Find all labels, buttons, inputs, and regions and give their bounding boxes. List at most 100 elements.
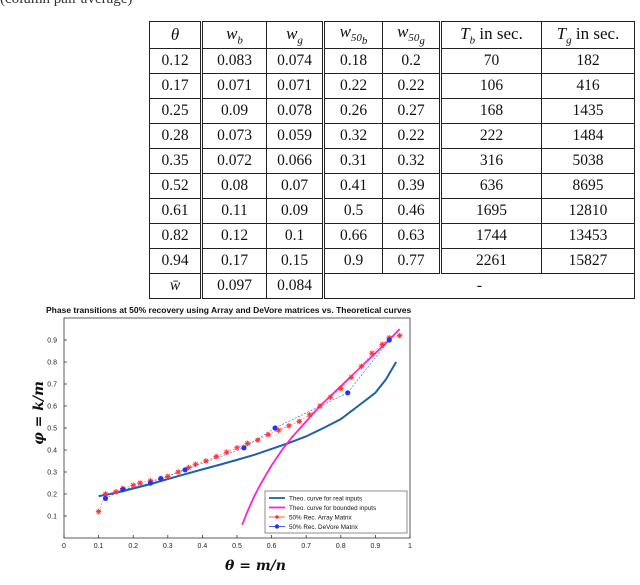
table-cell: 0.32 <box>323 122 383 149</box>
table-cell: 0.25 <box>149 97 203 124</box>
point-array-matrix <box>369 350 375 356</box>
header-tg: Tg in sec. <box>541 21 635 49</box>
y-tick-label: 0.4 <box>47 448 57 455</box>
table-cell: 0.071 <box>201 72 267 99</box>
point-array-matrix <box>338 385 344 392</box>
table-cell: 0.52 <box>149 172 203 199</box>
table-cell: 1484 <box>541 122 635 149</box>
table-cell: 0.17 <box>149 72 203 99</box>
table-row: 0.94 0.17 0.15 0.9 0.77 2261 15827 <box>149 247 635 274</box>
table-cell: 0.11 <box>201 197 267 224</box>
point-array-matrix <box>165 473 171 480</box>
table-cell: 168 <box>440 97 542 124</box>
x-tick-label: 0.8 <box>336 543 346 550</box>
legend-label: Theo. curve for bounded inputs <box>289 505 376 512</box>
point-array-matrix <box>306 412 313 418</box>
table-cell: 182 <box>541 47 635 74</box>
legend-marker <box>275 515 279 519</box>
legend-label: 50% Rec. Array Matrix <box>289 514 352 521</box>
phase-transition-chart: 0 0.1 0.2 0.3 0.4 0.5 0.6 0.7 0.8 0.9 1 0.1 0.2 0.3 0.… <box>47 317 412 550</box>
avg-wg: 0.084 <box>266 272 325 299</box>
avg-rest: - <box>323 272 635 299</box>
point-array-matrix <box>175 469 181 475</box>
point-array-matrix <box>254 437 261 443</box>
table-cell: 1435 <box>541 97 635 124</box>
y-axis-label: φ = k/m <box>30 381 47 445</box>
table-cell: 0.22 <box>323 72 383 99</box>
point-array-matrix <box>296 418 303 425</box>
x-tick-label: 0.1 <box>94 543 104 550</box>
y-tick-label: 0.9 <box>47 338 57 345</box>
x-tick-label: 0.4 <box>198 543 208 550</box>
chart-legend <box>264 490 408 534</box>
y-tick-label: 0.8 <box>47 360 57 367</box>
point-array-matrix <box>213 453 220 460</box>
table-cell: 0.12 <box>149 47 203 74</box>
y-tick-label: 0.6 <box>47 404 57 411</box>
table-cell: 0.072 <box>201 147 267 174</box>
point-array-matrix <box>358 363 365 370</box>
table-cell: 0.22 <box>382 72 442 99</box>
table-cell: 8695 <box>541 172 635 199</box>
table-row: 0.82 0.12 0.1 0.66 0.63 1744 13453 <box>149 222 635 249</box>
chart-title: Phase transitions at 50% recovery using … <box>46 305 412 315</box>
x-tick-label: 0.2 <box>128 543 138 550</box>
table-cell: 0.059 <box>266 122 325 149</box>
x-tick-label: 0.5 <box>232 543 242 550</box>
point-devore-matrix <box>158 476 164 482</box>
table-cell: 0.09 <box>266 197 325 224</box>
x-tick-label: 0 <box>62 543 66 550</box>
table-cell: 0.066 <box>266 147 325 174</box>
y-tick-label: 0.1 <box>47 514 57 521</box>
header-w50g: w50g <box>382 21 442 49</box>
x-tick-label: 0.7 <box>301 543 311 550</box>
point-array-matrix <box>137 480 143 486</box>
point-array-matrix <box>234 445 240 451</box>
point-array-matrix <box>130 482 136 488</box>
point-devore-matrix <box>182 467 188 473</box>
point-array-matrix <box>317 403 323 409</box>
table-cell: 106 <box>440 72 542 99</box>
results-table: θ wb wg w50b w50g Tb in sec. Tg in sec. … <box>149 21 635 299</box>
point-devore-matrix <box>272 425 278 431</box>
table-cell: 70 <box>440 47 542 74</box>
point-devore-matrix <box>102 495 109 501</box>
table-cell: 0.09 <box>201 97 267 124</box>
table-cell: 0.27 <box>382 97 442 124</box>
table-cell: 0.071 <box>266 72 325 99</box>
point-array-matrix <box>223 449 230 455</box>
legend-label: Theo. curve for real inputs <box>289 495 362 502</box>
header-wg: wg <box>266 21 325 49</box>
table-row: 0.12 0.083 0.074 0.18 0.2 70 182 <box>149 47 635 74</box>
header-theta: θ <box>149 21 203 49</box>
y-tick-label: 0.7 <box>47 382 57 389</box>
table-cell: 0.41 <box>323 172 383 199</box>
table-cell: 0.82 <box>149 222 203 249</box>
table-cell: 0.07 <box>266 172 325 199</box>
table-cell: 0.46 <box>382 197 442 224</box>
table-cell: 0.26 <box>323 97 383 124</box>
table-cell: 0.083 <box>201 47 267 74</box>
avg-label: w̄ <box>149 272 203 299</box>
legend-label: 50% Rec. DeVore Matrix <box>289 524 359 531</box>
table-cell: 0.073 <box>201 122 267 149</box>
table-cell: 0.63 <box>382 222 442 249</box>
table-cell: 0.2 <box>382 47 442 74</box>
table-cell: 0.5 <box>323 197 383 224</box>
header-tb: Tb in sec. <box>440 21 542 49</box>
point-array-matrix <box>348 374 354 381</box>
y-tick-label: 0.3 <box>47 470 57 477</box>
table-cell: 0.22 <box>382 122 442 149</box>
table-cell: 0.12 <box>201 222 267 249</box>
table-row: 0.35 0.072 0.066 0.31 0.32 316 5038 <box>149 147 635 174</box>
series-line-theo-bounded <box>241 328 401 526</box>
point-array-matrix <box>327 394 334 400</box>
table-header-row: θ wb wg w50b w50g Tb in sec. Tg in sec. <box>149 21 635 49</box>
table-cell: 0.32 <box>382 147 442 174</box>
table-cell: 0.28 <box>149 122 203 149</box>
table-cell: 0.1 <box>266 222 325 249</box>
point-array-matrix <box>265 431 271 438</box>
y-tick-label: 0.2 <box>47 492 57 499</box>
table-cell: 636 <box>440 172 542 199</box>
legend-marker <box>274 524 280 529</box>
